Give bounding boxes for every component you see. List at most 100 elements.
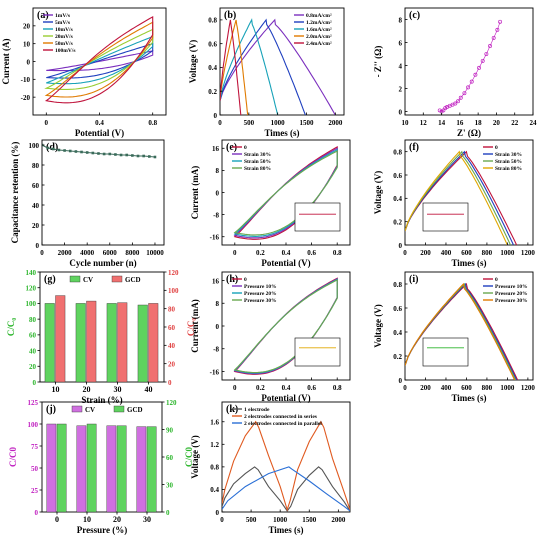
y-tick-label: 0.6 bbox=[393, 172, 402, 180]
x-tick-label: 0.4 bbox=[282, 249, 291, 257]
plot-area bbox=[233, 277, 338, 375]
x-tick-label: 200 bbox=[420, 384, 431, 392]
y-tick-label: -8 bbox=[213, 211, 219, 219]
panel-a: (a) 0 0.4 0.8 -20 -10 0 10 20 Potential (V) Curren… bbox=[1, 7, 167, 138]
panel-d: (d) 0 2000 4000 6000 8000 10000 0 20 40 60 80 100 Cyc… bbox=[10, 139, 165, 268]
series-2-0ma-cm- bbox=[220, 19, 249, 115]
legend-swatch bbox=[113, 405, 125, 413]
y-tick-label: 0.8 bbox=[208, 17, 217, 25]
plot-area bbox=[437, 19, 503, 114]
y-tick-label: 0.4 bbox=[210, 486, 219, 494]
legend-label: Pressure 30% bbox=[495, 298, 528, 304]
panel-g: (g) 10 20 30 40 0 20 40 60 80 100 120 140 0 20 40 60 80 10… bbox=[6, 269, 196, 405]
legend-label: 20mV/s bbox=[55, 34, 73, 40]
y-tick-label: 0.2 bbox=[393, 353, 402, 361]
y-tick-label: 1.6 bbox=[210, 419, 219, 427]
legend-label: CV bbox=[85, 406, 95, 414]
y-tick-label: 100 bbox=[29, 142, 40, 150]
panel-label: (e) bbox=[226, 142, 237, 153]
y-right-tick-label: 60 bbox=[166, 454, 174, 462]
x-tick-label: 18 bbox=[475, 119, 483, 127]
x-tick-label: 0 bbox=[55, 515, 59, 524]
data-point bbox=[477, 65, 482, 70]
data-point bbox=[102, 152, 106, 156]
x-tick-label: 20 bbox=[113, 515, 121, 524]
y-tick-label: 0.8 bbox=[393, 281, 402, 289]
legend-label: 0 bbox=[244, 277, 247, 283]
x-tick-label: 10000 bbox=[146, 249, 164, 257]
plot-frame bbox=[41, 139, 165, 246]
plot-area bbox=[46, 423, 157, 512]
y-right-tick-label: 90 bbox=[166, 426, 174, 434]
x-tick-label: 0 bbox=[40, 249, 44, 257]
data-point bbox=[148, 155, 151, 158]
x-tick-label: 1500 bbox=[302, 516, 317, 524]
y-tick-label: 0 bbox=[216, 323, 220, 331]
plot-frame bbox=[404, 271, 534, 381]
legend-label: Strain 80% bbox=[495, 166, 522, 172]
y-tick-label: 0.2 bbox=[208, 88, 217, 96]
x-tick-label: 500 bbox=[246, 516, 257, 524]
panel-label: (b) bbox=[224, 10, 236, 21]
x-axis-label: Potential (V) bbox=[261, 258, 310, 268]
y-tick-label: 100 bbox=[28, 421, 39, 429]
y-tick-label: 0 bbox=[214, 112, 218, 120]
y-axis-label: Voltage (V) bbox=[373, 171, 383, 214]
y-tick-label: 0.8 bbox=[210, 464, 219, 472]
data-point bbox=[51, 147, 55, 151]
bar-cv-10 bbox=[76, 425, 87, 512]
x-tick-label: 0.8 bbox=[333, 384, 342, 392]
series-2-electrodes-connected-in-parallel bbox=[222, 466, 350, 512]
y-axis-label: Current (A) bbox=[1, 38, 11, 84]
y-tick-label: -16 bbox=[210, 234, 220, 242]
y-tick-label: 80 bbox=[29, 316, 37, 324]
y-tick-label: 8 bbox=[216, 167, 220, 175]
y-right-tick-label: 20 bbox=[168, 360, 176, 368]
legend-label: CV bbox=[83, 276, 93, 284]
x-tick-label: 0.2 bbox=[256, 384, 265, 392]
data-point bbox=[46, 146, 49, 150]
data-point bbox=[85, 151, 89, 154]
data-point bbox=[488, 44, 492, 48]
x-axis-label: Cycle number (n) bbox=[69, 258, 136, 268]
x-tick-label: 0.6 bbox=[307, 384, 316, 392]
y-tick-label: 16 bbox=[212, 145, 220, 153]
plot-area bbox=[44, 295, 159, 382]
data-point bbox=[462, 91, 467, 96]
bar-cv-10 bbox=[44, 303, 55, 382]
legend-label: 0 bbox=[495, 145, 498, 151]
panel-b: (b) 0 500 1000 1500 2000 0 0.2 0.4 0.6 0.8 Times (s… bbox=[188, 7, 345, 138]
bar-gcd-30 bbox=[117, 302, 128, 382]
x-axis-label: Strain (%) bbox=[81, 395, 122, 405]
inset-frame bbox=[422, 202, 469, 232]
bar-gcd-20 bbox=[116, 425, 127, 512]
y-right-tick-label: 60 bbox=[168, 324, 176, 332]
data-point bbox=[125, 153, 129, 157]
data-point bbox=[453, 101, 458, 106]
plot-area bbox=[220, 18, 336, 115]
inset-frame bbox=[422, 337, 469, 367]
y-right-tick-label: 30 bbox=[166, 481, 174, 489]
bar-gcd-30 bbox=[146, 426, 157, 512]
y-tick-label: 50 bbox=[31, 465, 39, 473]
y-tick-label: 60 bbox=[32, 182, 40, 190]
legend-label: 2 electrodes connected in series bbox=[244, 414, 317, 420]
x-tick-label: 2000 bbox=[328, 119, 343, 127]
x-tick-label: 16 bbox=[456, 119, 464, 127]
bar-cv-40 bbox=[137, 304, 148, 382]
y-axis-label: Voltage (V) bbox=[188, 40, 198, 83]
series-data bbox=[439, 21, 501, 112]
data-point bbox=[74, 150, 78, 153]
panel-label: (i) bbox=[409, 274, 418, 285]
legend-label: Pressure 20% bbox=[495, 291, 528, 297]
y-tick-label: 0.4 bbox=[393, 329, 402, 337]
y-tick-label: 0 bbox=[399, 377, 403, 385]
y-axis-label: C/C₀ bbox=[6, 318, 16, 336]
y-tick-label: 1.2 bbox=[210, 441, 219, 449]
x-tick-label: 4000 bbox=[80, 249, 95, 257]
bar-cv-20 bbox=[106, 425, 117, 512]
legend-label: Pressure 10% bbox=[495, 284, 528, 290]
x-tick-label: 600 bbox=[461, 249, 472, 257]
